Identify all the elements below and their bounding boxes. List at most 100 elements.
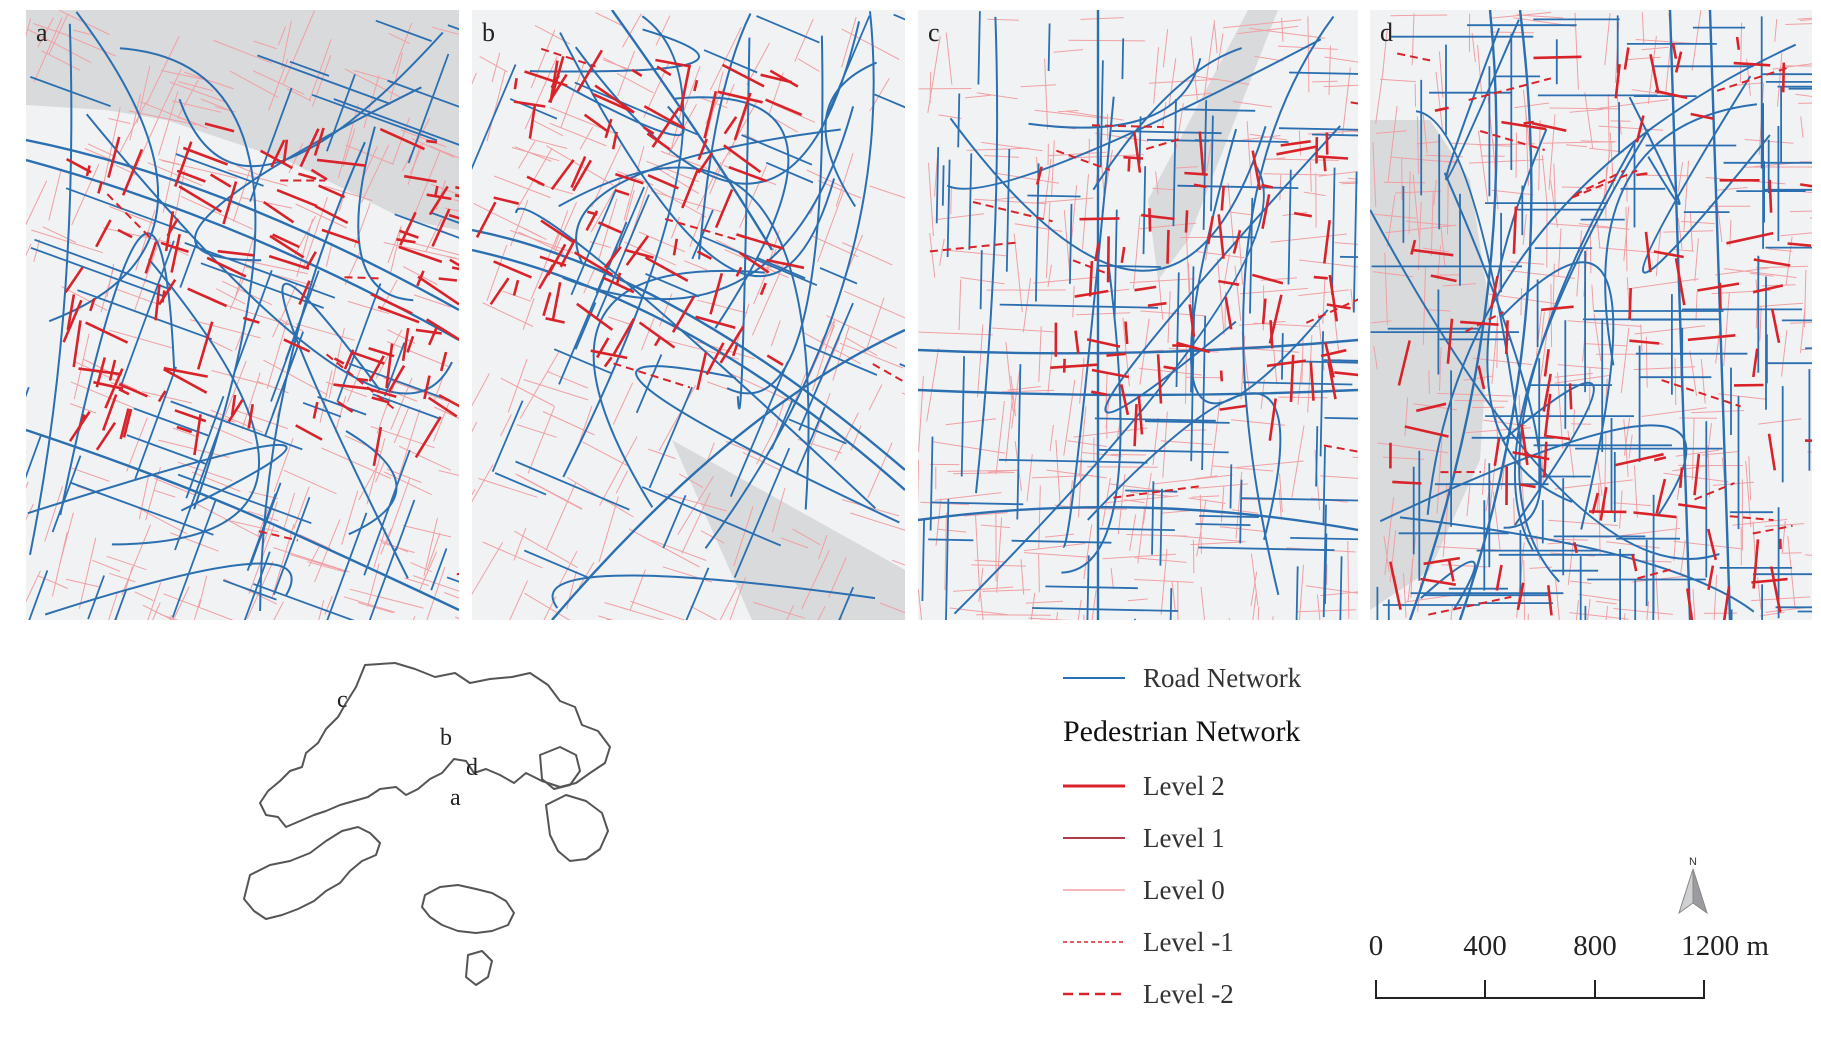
pedestrian-level0-segment <box>1758 419 1801 424</box>
pedestrian-level0-segment <box>315 519 340 582</box>
pedestrian-level0-segment <box>1621 328 1629 393</box>
pedestrian-level0-segment <box>1707 423 1711 457</box>
pedestrian-level2-segment <box>733 345 737 356</box>
pedestrian-level0-segment <box>1081 18 1124 20</box>
pedestrian-level0-segment <box>1592 285 1594 310</box>
pedestrian-level2-segment <box>625 250 654 258</box>
pedestrian-level0-segment <box>154 490 175 497</box>
pedestrian-level0-segment <box>1032 198 1093 203</box>
pedestrian-level2-segment <box>119 389 129 394</box>
water-area <box>672 440 905 620</box>
pedestrian-level2-segment <box>1634 513 1677 518</box>
map-panel-c: c <box>918 10 1358 620</box>
pedestrian-level0-segment <box>1718 394 1767 400</box>
road-segment <box>1177 272 1179 387</box>
pedestrian-level0-segment <box>671 108 683 152</box>
road-segment <box>1027 196 1080 197</box>
pedestrian-underground-segment <box>1662 380 1741 406</box>
road-segment <box>928 539 973 540</box>
pedestrian-level0-segment <box>1724 293 1730 367</box>
pedestrian-level0-segment <box>1717 188 1747 191</box>
pedestrian-level0-segment <box>1648 36 1656 104</box>
pedestrian-level0-segment <box>1627 57 1661 59</box>
pedestrian-level2-segment <box>1277 147 1316 155</box>
pedestrian-level2-segment <box>1149 208 1150 231</box>
road-segment <box>346 431 397 534</box>
pedestrian-level2-segment <box>1220 406 1246 410</box>
road-segment <box>1212 237 1256 238</box>
pedestrian-level2-segment <box>198 322 212 370</box>
pedestrian-level2-segment <box>1449 559 1454 581</box>
pedestrian-level0-segment <box>472 422 477 488</box>
pedestrian-level0-segment <box>1542 155 1547 206</box>
road-corridor <box>1710 10 1730 620</box>
pedestrian-level0-segment <box>107 556 147 569</box>
pedestrian-level2-segment <box>1121 384 1128 415</box>
road-segment <box>981 250 982 309</box>
pedestrian-level0-segment <box>1782 330 1787 376</box>
pedestrian-level0-segment <box>1514 498 1515 525</box>
map-panel-b-canvas <box>472 10 905 620</box>
pedestrian-level0-segment <box>870 186 906 203</box>
road-segment <box>1243 382 1352 384</box>
pedestrian-level0-segment <box>1046 202 1050 278</box>
road-segment <box>1133 619 1135 620</box>
pedestrian-level0-segment <box>935 493 1001 501</box>
pedestrian-level0-segment <box>961 278 1005 284</box>
road-segment <box>1101 60 1103 167</box>
pedestrian-level2-segment <box>527 177 544 186</box>
pedestrian-level0-segment <box>1111 568 1113 589</box>
pedestrian-level0-segment <box>987 19 1019 20</box>
road-segment <box>1289 170 1291 285</box>
pedestrian-level0-segment <box>919 376 924 452</box>
pedestrian-level0-segment <box>1675 358 1676 405</box>
road-segment <box>493 401 523 472</box>
pedestrian-level2-segment <box>1688 335 1736 340</box>
pedestrian-level0-segment <box>1251 593 1256 620</box>
pedestrian-level2-segment <box>1226 297 1232 329</box>
pedestrian-level0-segment <box>690 606 728 620</box>
pedestrian-level0-segment <box>60 513 73 563</box>
pedestrian-level0-segment <box>265 602 283 620</box>
pedestrian-level0-segment <box>1195 251 1245 258</box>
pedestrian-level0-segment <box>299 535 331 550</box>
pedestrian-level0-segment <box>1154 475 1233 484</box>
pedestrian-level2-segment <box>613 132 617 149</box>
pedestrian-level0-segment <box>1768 249 1792 252</box>
pedestrian-level0-segment <box>1134 215 1141 289</box>
pedestrian-level0-segment <box>1310 161 1311 192</box>
pedestrian-level0-segment <box>1050 425 1053 451</box>
road-segment <box>45 564 291 615</box>
pedestrian-level0-segment <box>582 442 627 466</box>
pedestrian-level0-segment <box>1555 480 1633 489</box>
pedestrian-level0-segment <box>135 592 154 601</box>
pedestrian-level0-segment <box>1676 450 1719 456</box>
pedestrian-level0-segment <box>1646 337 1647 388</box>
pedestrian-level0-segment <box>1376 69 1384 124</box>
pedestrian-level0-segment <box>1773 60 1812 69</box>
pedestrian-level2-segment <box>1548 585 1551 615</box>
pedestrian-level2-segment <box>296 425 322 439</box>
road-segment <box>738 38 750 409</box>
legend-level-row: Level -2 <box>1063 968 1301 1020</box>
pedestrian-level0-segment <box>26 244 31 297</box>
pedestrian-level2-segment <box>277 190 317 206</box>
pedestrian-level0-segment <box>508 359 527 412</box>
pedestrian-level0-segment <box>1479 131 1489 204</box>
pedestrian-level0-segment <box>1039 555 1040 593</box>
pedestrian-level0-segment <box>1692 10 1701 71</box>
pedestrian-level2-segment <box>1625 48 1629 70</box>
pedestrian-level0-segment <box>1642 12 1644 43</box>
pedestrian-level0-segment <box>937 529 966 532</box>
road-segment <box>943 165 944 205</box>
pedestrian-level0-segment <box>1255 606 1259 620</box>
legend-level-swatch <box>1063 932 1125 952</box>
pedestrian-level0-segment <box>1304 192 1326 196</box>
pedestrian-level0-segment <box>1568 321 1642 327</box>
road-segment <box>1324 447 1326 524</box>
road-segment <box>1012 541 1112 543</box>
pedestrian-level0-segment <box>390 616 415 620</box>
pedestrian-level0-segment <box>1570 109 1603 112</box>
road-segment <box>1180 109 1255 111</box>
